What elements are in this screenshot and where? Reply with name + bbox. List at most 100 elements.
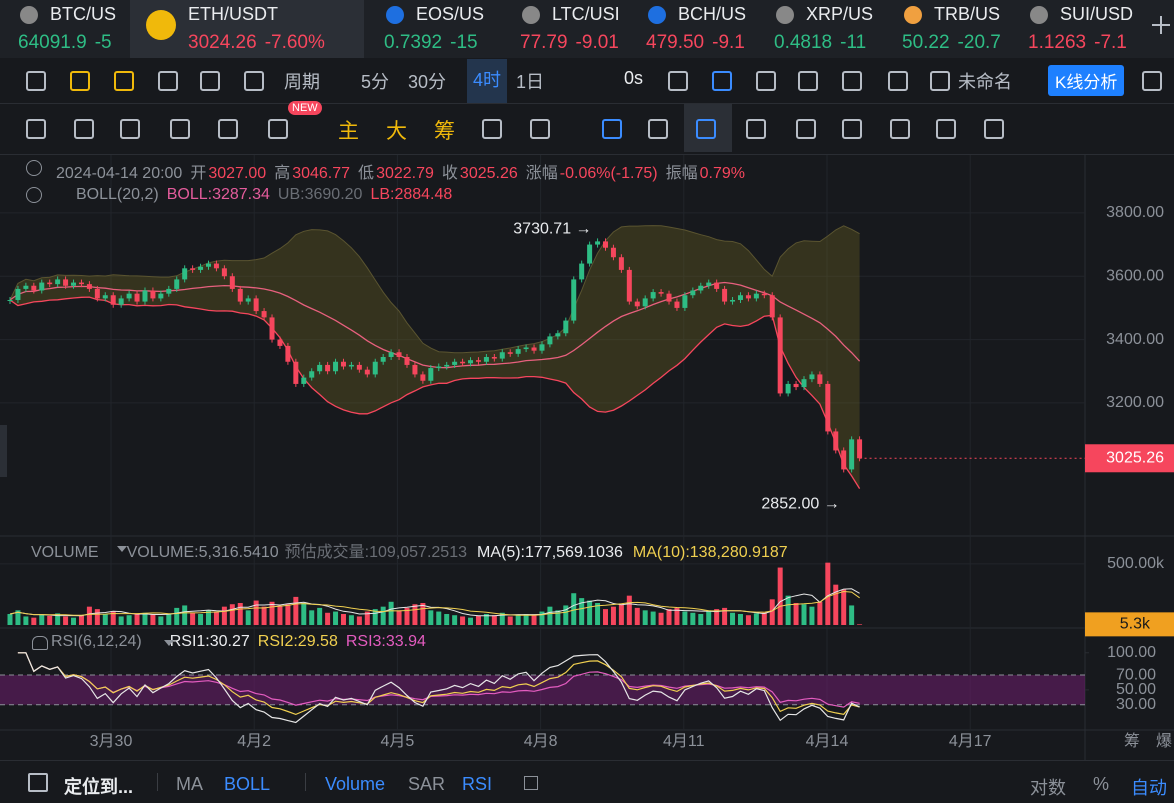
tool-icon[interactable] (218, 119, 238, 139)
tool-icon[interactable] (200, 71, 220, 91)
info-text: 低 (358, 165, 375, 182)
ticker-tab[interactable]: BCH/US 479.50 -9.1 (628, 0, 754, 58)
ticker-tab[interactable]: BTC/US 64091.9 -5 (0, 0, 128, 58)
indicator-toggle[interactable]: BOLL (224, 774, 271, 794)
info-text: LB:2884.48 (370, 186, 453, 203)
tool-icon[interactable] (74, 119, 94, 139)
tool-icon[interactable] (70, 71, 90, 91)
volume-bar (94, 609, 100, 625)
tool-icon[interactable] (482, 119, 502, 139)
tool-button[interactable]: 主 (338, 120, 359, 143)
candle (515, 349, 521, 354)
candle (261, 311, 267, 318)
tool-icon[interactable] (114, 71, 134, 91)
ticker-symbol: ETH/USDT (188, 4, 278, 24)
tool-icon[interactable] (936, 119, 956, 139)
ticker-tab[interactable]: LTC/USI 77.79 -9.01 (502, 0, 626, 58)
tool-icon[interactable] (120, 119, 140, 139)
tool-icon[interactable] (888, 71, 908, 91)
scale-toggle[interactable]: 对数 (1030, 778, 1066, 798)
tool-icon[interactable] (930, 71, 950, 91)
volume-bar (674, 607, 680, 625)
volume-bar (412, 604, 418, 625)
volume-bar (642, 610, 648, 625)
indicator-toggle[interactable]: SAR (408, 774, 446, 794)
tool-icon[interactable] (648, 119, 668, 139)
interval-button[interactable]: 4时 (467, 59, 508, 103)
candle (86, 284, 92, 289)
tool-icon[interactable] (798, 71, 818, 91)
volume-bar (444, 614, 450, 625)
tool-icon[interactable] (842, 71, 862, 91)
volume-bar (658, 612, 664, 625)
info-line: BOLL(20,2) BOLL:3287.34 UB:3690.20 LB:2884.… (56, 186, 452, 204)
indicator-toggle[interactable]: Volume (325, 774, 386, 794)
volume-bar (293, 596, 299, 625)
tool-icon[interactable] (712, 71, 732, 91)
layout-name[interactable]: 未命名 (958, 72, 1012, 92)
volume-bar (31, 617, 37, 625)
candle (7, 299, 13, 301)
volume-bar (182, 605, 188, 625)
tool-icon[interactable] (890, 119, 910, 139)
interval-button[interactable]: 30分 (408, 72, 447, 92)
ticker-price: 0.4818 -11 (774, 32, 866, 54)
side-handle[interactable] (0, 425, 7, 477)
tool-icon[interactable] (796, 119, 816, 139)
tool-icon[interactable] (602, 119, 622, 139)
indicator-toggle[interactable]: MA (176, 774, 203, 794)
calendar-icon[interactable] (28, 773, 48, 792)
tool-icon[interactable] (26, 119, 46, 139)
volume-tick-label: 500.00k (1107, 555, 1165, 572)
ticker-price-value: 0.4818 (774, 32, 833, 53)
tool-icon[interactable] (244, 71, 264, 91)
tool-icon[interactable] (26, 71, 46, 91)
interval-button[interactable]: 1日 (516, 72, 545, 92)
tool-icon[interactable] (268, 119, 288, 139)
dropdown-caret (164, 640, 174, 646)
tool-icon[interactable] (696, 119, 716, 139)
tool-button[interactable]: 筹 (434, 120, 455, 143)
scale-toggle[interactable]: 自动 (1131, 778, 1167, 798)
candle (460, 361, 466, 364)
ticker-tab[interactable]: ETH/USDT 3024.26 -7.60% (130, 0, 364, 58)
tool-icon[interactable] (842, 119, 862, 139)
candle (221, 268, 227, 277)
candle (364, 369, 370, 375)
tool-icon[interactable] (158, 71, 178, 91)
ticker-tab[interactable]: SUI/USD 1.1263 -7.1 (1010, 0, 1140, 58)
separator (157, 773, 158, 791)
tool-icon[interactable] (756, 71, 776, 91)
volume-bar (86, 606, 92, 625)
volume-bar (277, 605, 283, 625)
ticker-tab[interactable]: TRB/US 50.22 -20.7 (884, 0, 1008, 58)
rsi-tick-label: 30.00 (1116, 696, 1156, 713)
settings-icon[interactable] (524, 776, 538, 790)
indicator-toggle[interactable]: RSI (462, 774, 493, 794)
ticker-tab[interactable]: XRP/US 0.4818 -11 (756, 0, 882, 58)
ticker-price: 77.79 -9.01 (520, 32, 619, 54)
ticker-price: 64091.9 -5 (18, 32, 112, 54)
info-text: 开 (190, 165, 207, 182)
tool-icon[interactable] (170, 119, 190, 139)
tool-button[interactable]: 大 (386, 120, 407, 143)
locate-button[interactable]: 定位到... (64, 777, 134, 797)
ticker-change: -9.1 (712, 32, 745, 53)
period-select[interactable]: 周期 (284, 72, 320, 92)
candle (31, 285, 37, 291)
tool-icon[interactable] (530, 119, 550, 139)
tool-icon[interactable] (984, 119, 1004, 139)
candle (507, 352, 513, 354)
scale-toggle[interactable]: % (1093, 774, 1110, 794)
interval-button[interactable]: 5分 (361, 72, 390, 92)
ticker-price-value: 479.50 (646, 32, 705, 53)
tool-icon[interactable] (746, 119, 766, 139)
info-text: RSI3:33.94 (345, 633, 426, 650)
volume-bar (7, 614, 13, 625)
tool-icon[interactable] (668, 71, 688, 91)
volume-bar (340, 614, 346, 625)
tool-icon[interactable] (1142, 71, 1162, 91)
analysis-button[interactable]: K线分析 (1048, 65, 1125, 96)
volume-bar (325, 612, 331, 625)
ticker-tab[interactable]: EOS/US 0.7392 -15 (366, 0, 500, 58)
